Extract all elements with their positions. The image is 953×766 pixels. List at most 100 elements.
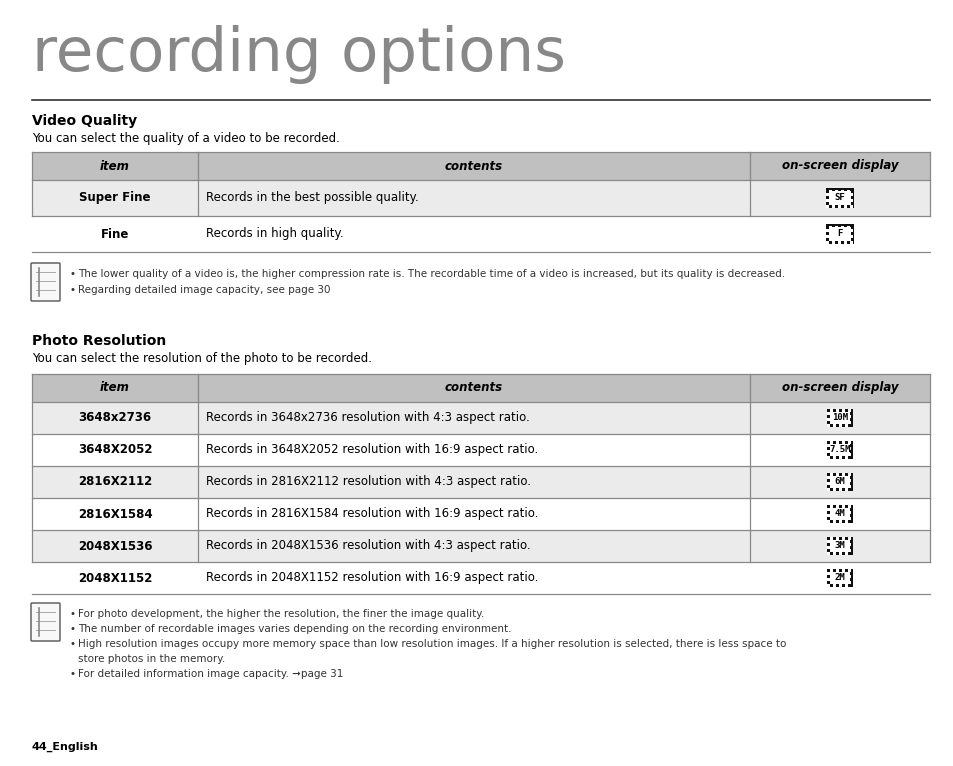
Bar (32, 498, 929, 530)
Bar (841, 581, 844, 584)
Bar (844, 572, 847, 575)
Bar (32, 466, 929, 498)
Bar (826, 520, 829, 523)
Bar (825, 188, 853, 208)
Bar (826, 482, 829, 485)
Bar (832, 476, 835, 479)
Bar (841, 415, 844, 418)
Bar (849, 235, 852, 238)
Bar (829, 415, 832, 418)
Text: Records in the best possible quality.: Records in the best possible quality. (206, 192, 418, 205)
Bar (849, 199, 852, 202)
Bar (835, 537, 838, 540)
Bar (831, 199, 834, 202)
Bar (843, 229, 846, 232)
Text: Records in high quality.: Records in high quality. (206, 228, 343, 241)
Bar (826, 552, 829, 555)
Bar (844, 514, 847, 517)
Bar (835, 517, 838, 520)
Bar (829, 479, 832, 482)
Bar (849, 241, 852, 244)
Bar (828, 196, 831, 199)
Text: •: • (70, 285, 76, 295)
Bar (826, 441, 852, 459)
Text: 2048X1536: 2048X1536 (77, 539, 152, 552)
Bar (838, 508, 841, 511)
Text: You can select the quality of a video to be recorded.: You can select the quality of a video to… (32, 132, 339, 145)
Bar (829, 485, 832, 488)
Bar (829, 543, 832, 546)
Bar (847, 505, 850, 508)
Bar (32, 374, 929, 402)
Bar (847, 447, 850, 450)
Bar (847, 511, 850, 514)
Bar (832, 412, 835, 415)
Bar (847, 453, 850, 456)
Bar (826, 572, 829, 575)
Bar (847, 409, 850, 412)
Bar (829, 540, 849, 552)
Text: 3M: 3M (834, 542, 844, 551)
Bar (826, 409, 852, 427)
Bar (841, 485, 844, 488)
Bar (841, 569, 844, 572)
Text: Records in 2816X1584 resolution with 16:9 aspect ratio.: Records in 2816X1584 resolution with 16:… (206, 508, 537, 521)
Bar (832, 572, 835, 575)
Bar (846, 226, 849, 229)
Bar (838, 578, 841, 581)
Text: Super Fine: Super Fine (79, 192, 151, 205)
Bar (846, 196, 849, 199)
Bar (844, 540, 847, 543)
Bar (844, 482, 847, 485)
Bar (828, 227, 850, 241)
Bar (837, 235, 841, 238)
Text: 4M: 4M (834, 509, 844, 519)
Bar (849, 193, 852, 196)
Bar (847, 537, 850, 540)
Bar (826, 508, 829, 511)
Text: For detailed information image capacity. ➞page 31: For detailed information image capacity.… (78, 669, 343, 679)
Text: Records in 2816X2112 resolution with 4:3 aspect ratio.: Records in 2816X2112 resolution with 4:3… (206, 476, 531, 489)
Text: 6M: 6M (834, 477, 844, 486)
Text: Photo Resolution: Photo Resolution (32, 334, 166, 348)
Bar (825, 199, 828, 202)
Bar (832, 552, 835, 555)
Bar (844, 488, 847, 491)
Bar (838, 552, 841, 555)
Bar (837, 205, 841, 208)
Text: For photo development, the higher the resolution, the finer the image quality.: For photo development, the higher the re… (78, 609, 484, 619)
Bar (838, 514, 841, 517)
Bar (826, 456, 829, 459)
Bar (838, 456, 841, 459)
Bar (847, 517, 850, 520)
Bar (32, 152, 929, 180)
Bar (841, 549, 844, 552)
Bar (826, 476, 829, 479)
Bar (838, 572, 841, 575)
Bar (829, 508, 849, 520)
Bar (826, 540, 829, 543)
Bar (829, 581, 832, 584)
Bar (846, 238, 849, 241)
Bar (841, 511, 844, 514)
Bar (826, 537, 852, 555)
Bar (834, 190, 837, 193)
Bar (826, 488, 829, 491)
Text: 10M: 10M (831, 414, 847, 423)
Bar (835, 453, 838, 456)
Bar (838, 488, 841, 491)
Text: recording options: recording options (32, 25, 565, 84)
Bar (829, 447, 832, 450)
Bar (835, 549, 838, 552)
Bar (841, 196, 843, 199)
Bar (835, 479, 838, 482)
Bar (829, 549, 832, 552)
Bar (829, 511, 832, 514)
Bar (826, 473, 852, 491)
Text: contents: contents (444, 381, 502, 394)
Bar (841, 543, 844, 546)
Bar (826, 450, 829, 453)
Bar (829, 575, 832, 578)
Bar (32, 562, 929, 594)
Text: 3648x2736: 3648x2736 (78, 411, 152, 424)
